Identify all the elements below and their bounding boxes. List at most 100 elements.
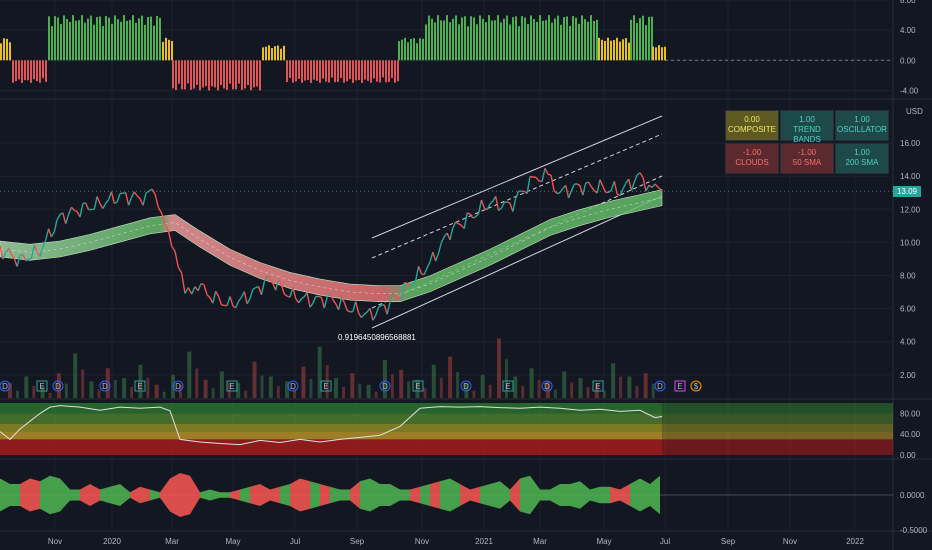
histogram-bar <box>51 26 53 61</box>
price-candle-segment <box>295 298 300 304</box>
histogram-bar <box>625 38 627 61</box>
price-candle-segment <box>45 228 50 241</box>
histogram-bar <box>253 60 255 88</box>
price-candle-segment <box>429 251 434 263</box>
price-candle-segment <box>249 289 254 299</box>
price-candle-segment <box>167 230 173 247</box>
price-candle-segment <box>466 212 471 215</box>
histogram-bar <box>388 60 390 82</box>
signal-label: 50 SMA <box>792 158 822 167</box>
macd-area-segment <box>180 473 190 517</box>
price-candle-segment <box>550 174 555 191</box>
price-candle-segment <box>39 246 44 257</box>
signal-value: -1.00 <box>742 148 762 157</box>
histogram-bar <box>343 60 345 83</box>
histogram-bar <box>42 60 44 79</box>
volume-bar <box>643 373 648 398</box>
price-candle-segment <box>107 191 113 201</box>
fib-level-label: 0.9196450896568881 <box>338 333 416 342</box>
x-axis-tick: Nov <box>783 537 797 546</box>
price-candle-segment <box>455 221 459 225</box>
x-axis-tick: Nov <box>48 537 62 546</box>
volume-bar <box>619 376 623 398</box>
histogram-bar <box>652 46 654 61</box>
histogram-bar <box>401 39 403 61</box>
histogram-bar <box>512 17 514 61</box>
histogram-bar <box>587 21 589 61</box>
histogram-bar <box>99 16 101 61</box>
histogram-bar <box>491 20 493 61</box>
histogram-bar <box>598 37 600 61</box>
histogram-bar <box>295 60 297 82</box>
macd-area-segment <box>500 481 510 509</box>
histogram-bar <box>645 25 647 61</box>
price-candle-segment <box>139 198 144 206</box>
oscillator-zone <box>0 413 662 424</box>
split-marker <box>172 380 184 392</box>
macd-area-segment <box>360 478 370 512</box>
price-candle-segment <box>421 273 425 276</box>
macd-area-segment <box>380 484 390 506</box>
volume-bar <box>627 376 632 398</box>
histogram-bar <box>521 16 523 61</box>
histogram-bar <box>90 15 92 61</box>
histogram-bar <box>581 15 583 61</box>
macd-area-segment <box>290 478 300 512</box>
histogram-bar <box>274 46 276 61</box>
price-candle-segment <box>25 258 29 262</box>
histogram-bar <box>250 60 252 91</box>
price-candle-segment <box>437 242 443 254</box>
price-candle-segment <box>633 174 638 183</box>
price-candle-segment <box>576 183 581 187</box>
price-candle-segment <box>409 283 414 288</box>
histogram-bar <box>385 60 387 83</box>
price-candle-segment <box>526 176 531 194</box>
volume-bar <box>586 387 590 398</box>
price-candle-segment <box>596 179 601 194</box>
histogram-bar <box>271 48 273 61</box>
volume-bar <box>635 385 639 398</box>
histogram-bar <box>96 17 98 61</box>
price-candle-segment <box>489 200 494 205</box>
price-candle-segment <box>369 308 374 321</box>
price-candle-segment <box>406 282 411 288</box>
price-candle-segment <box>99 203 104 209</box>
histogram-bar <box>500 22 502 61</box>
price-candle-segment <box>509 203 514 212</box>
price-candle-segment <box>174 251 180 268</box>
histogram-bar <box>205 60 207 87</box>
oscillator-y-tick: 40.00 <box>900 430 921 439</box>
macd-area-segment <box>450 478 460 512</box>
histogram-bar <box>358 60 360 81</box>
price-candle-segment <box>102 203 107 209</box>
price-candle-segment <box>194 286 199 292</box>
price-candle-segment <box>343 302 348 311</box>
price-candle-segment <box>599 179 604 187</box>
macd-area-segment <box>270 486 280 504</box>
histogram-bar <box>24 60 26 81</box>
histogram-bar <box>628 42 630 61</box>
price-candle-segment <box>136 195 141 200</box>
macd-area-segment <box>40 475 50 515</box>
price-y-tick: 12.00 <box>900 205 921 214</box>
volume-bar <box>81 369 85 398</box>
price-candle-segment <box>472 216 476 219</box>
histogram-bar <box>551 22 553 61</box>
histogram-bar <box>658 45 660 61</box>
macd-area-segment <box>150 489 160 501</box>
trend-channel-line <box>371 195 663 329</box>
histogram-bar <box>45 60 47 82</box>
volume-bar <box>260 375 264 398</box>
price-candle-segment <box>375 306 380 316</box>
histogram-bar <box>165 37 167 61</box>
histogram-bar <box>178 60 180 84</box>
histogram-bar <box>322 60 324 79</box>
volume-bar <box>154 384 159 398</box>
volume-bar <box>390 374 394 398</box>
event-marker-label: E <box>137 382 142 391</box>
histogram-bar <box>509 24 511 61</box>
histogram-bar <box>533 19 535 61</box>
histogram-bar <box>554 18 556 61</box>
price-candle-segment <box>486 203 491 210</box>
